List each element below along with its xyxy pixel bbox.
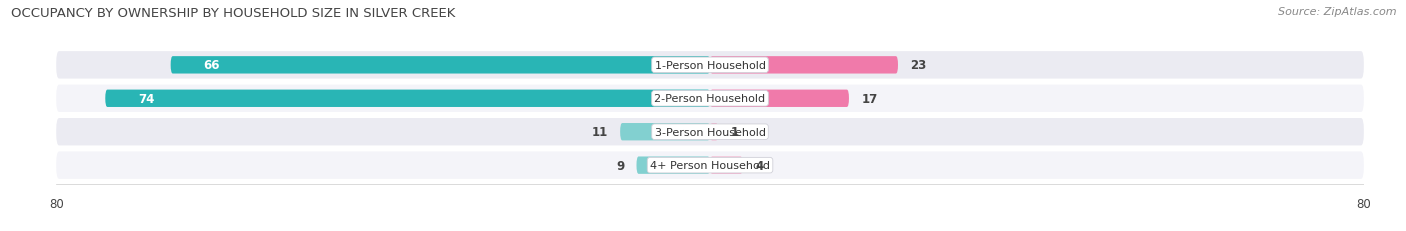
- FancyBboxPatch shape: [56, 85, 1364, 112]
- FancyBboxPatch shape: [710, 157, 742, 174]
- Text: 9: 9: [616, 159, 624, 172]
- Text: 11: 11: [592, 126, 607, 139]
- Text: OCCUPANCY BY OWNERSHIP BY HOUSEHOLD SIZE IN SILVER CREEK: OCCUPANCY BY OWNERSHIP BY HOUSEHOLD SIZE…: [11, 7, 456, 20]
- FancyBboxPatch shape: [710, 90, 849, 107]
- FancyBboxPatch shape: [620, 124, 710, 141]
- FancyBboxPatch shape: [56, 119, 1364, 146]
- FancyBboxPatch shape: [710, 57, 898, 74]
- Text: 1-Person Household: 1-Person Household: [655, 61, 765, 70]
- FancyBboxPatch shape: [105, 90, 710, 107]
- Text: 66: 66: [204, 59, 219, 72]
- Text: 3-Person Household: 3-Person Household: [655, 127, 765, 137]
- Text: 23: 23: [910, 59, 927, 72]
- Text: 17: 17: [862, 92, 877, 105]
- Text: 1: 1: [731, 126, 738, 139]
- Text: 4+ Person Household: 4+ Person Household: [650, 161, 770, 170]
- Text: 4: 4: [755, 159, 763, 172]
- FancyBboxPatch shape: [56, 152, 1364, 179]
- FancyBboxPatch shape: [170, 57, 710, 74]
- Text: 2-Person Household: 2-Person Household: [654, 94, 766, 104]
- FancyBboxPatch shape: [56, 52, 1364, 79]
- FancyBboxPatch shape: [710, 124, 718, 141]
- Text: 74: 74: [138, 92, 155, 105]
- FancyBboxPatch shape: [637, 157, 710, 174]
- Text: Source: ZipAtlas.com: Source: ZipAtlas.com: [1278, 7, 1396, 17]
